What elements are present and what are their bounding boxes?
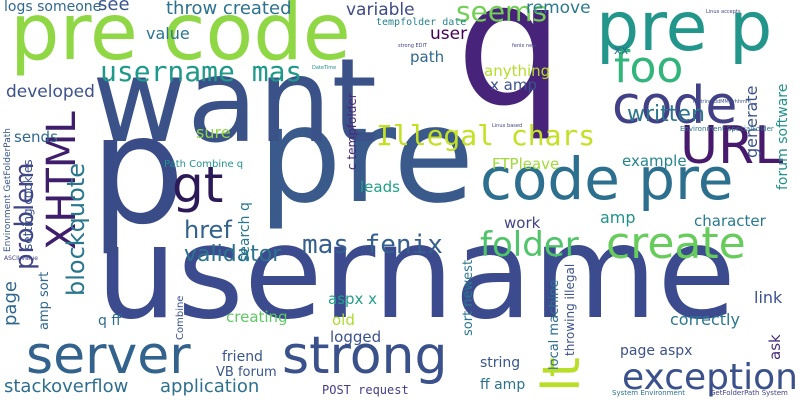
word-folder: folder <box>480 225 579 265</box>
word-user: user <box>430 24 468 44</box>
word-strong-edit: strong EDIT <box>398 43 428 49</box>
word-getfolderpath-system: GetFolderPath System <box>710 389 788 397</box>
word-sends: sends <box>14 128 58 146</box>
word-anything: anything <box>484 62 551 80</box>
word-gt: gt <box>172 156 224 214</box>
word-remove: remove <box>526 0 591 18</box>
word-ascii-value: ASCII value <box>4 255 38 262</box>
word-q-ff: q ff <box>98 313 121 329</box>
word-developed: developed <box>6 82 95 102</box>
word-ask: ask <box>766 334 784 360</box>
word-old: old <box>332 311 355 329</box>
word-path: path <box>410 48 445 66</box>
word-exception: exception <box>622 357 798 398</box>
word-path-combine-q: Path Combine q <box>164 159 244 170</box>
word-env-getfolderpath: Environment GetFolderPath <box>3 128 13 252</box>
word-pre-code: pre code <box>10 0 351 78</box>
word-work: work <box>504 214 541 232</box>
word-forum-software: forum software <box>775 83 791 190</box>
word-sort-newest: sort newest <box>461 259 476 336</box>
word-blockquote: blockquote <box>62 163 90 296</box>
word-q-big: q <box>456 0 564 144</box>
word-pre-big: pre <box>258 79 475 233</box>
word-linux-based: Linux based <box>492 123 523 129</box>
word-written: written <box>627 102 705 127</box>
word-xx: xx <box>614 43 629 57</box>
word-leads: leads <box>360 178 400 196</box>
word-amp-sort: amp sort <box>37 271 52 330</box>
word-username: username <box>96 199 736 348</box>
word-variable: variable <box>346 0 415 20</box>
word-throw-created: throw created <box>166 0 292 19</box>
word-url: URL <box>680 116 784 176</box>
word-href: href <box>184 216 232 244</box>
word-vb-forum: VB forum <box>216 365 277 380</box>
word-combine: Combine <box>175 295 186 340</box>
word-linux-accepts: Linux accepts <box>706 9 741 15</box>
word-system-environment: System Environment <box>612 389 686 397</box>
word-code-pre: code pre <box>480 145 734 213</box>
word-tostring-ddmmyyhhmm: ToString ddMMyyhhmm <box>692 99 751 105</box>
word-post-request: POST request <box>322 383 409 397</box>
word-env-specialfolder: Environment SpecialFolder <box>680 125 774 133</box>
word-search-q: search q <box>237 202 253 262</box>
word-application: application <box>160 376 260 397</box>
word-link: link <box>754 288 783 307</box>
word-stackoverflow: stackoverflow <box>4 376 129 397</box>
word-see: see <box>98 0 130 15</box>
word-logs-someone: logs someone <box>4 0 102 15</box>
word-illegal-chars: Illegal chars <box>376 119 596 152</box>
word-character: character <box>694 212 766 230</box>
word-seems: seems <box>456 0 547 28</box>
word-example: example <box>622 152 687 170</box>
word-value: value <box>146 24 190 43</box>
word-foo: foo <box>614 42 684 93</box>
word-want: want <box>92 34 377 169</box>
word-datetime: DateTime <box>312 65 337 71</box>
word-correctly: correctly <box>670 310 740 329</box>
word-page-aspx: page aspx <box>620 343 693 359</box>
word-aspx-x: aspx x <box>328 290 378 308</box>
word-lt: lt <box>532 357 592 392</box>
word-fenix-new: fenix new <box>512 43 537 49</box>
word-string: string <box>480 355 521 371</box>
word-setting-cookies: setting cookies <box>21 159 35 250</box>
word-local-machine: local machine <box>547 279 562 370</box>
word-throwing-illegal: throwing illegal <box>563 263 577 356</box>
word-p-big: p <box>90 84 186 258</box>
word-strong: strong <box>282 326 448 386</box>
word-creating: creating <box>226 308 288 326</box>
word-sure: sure <box>196 123 231 142</box>
word-generate: generate <box>742 85 761 158</box>
word-create: create <box>606 218 746 269</box>
word-x-amp: x amp <box>490 76 537 94</box>
word-ff-amp: ff amp <box>480 377 526 393</box>
word-mas-fenix: mas fenix <box>302 230 443 260</box>
word-code: code <box>612 76 738 136</box>
word-pre-p: pre p <box>596 0 773 67</box>
word-server: server <box>26 326 191 386</box>
word-tempfolder-date: tempfolder date <box>376 17 467 28</box>
word-ftpleave: FTPleave <box>492 155 560 173</box>
word-username-mas: username mas <box>100 55 303 88</box>
word-validator: validator <box>184 242 282 267</box>
word-c-tempfolder: c tempfolder <box>345 93 359 170</box>
word-friend: friend <box>222 349 263 365</box>
word-page: page <box>0 281 21 326</box>
word-amp: amp <box>600 208 636 227</box>
word-logged: logged <box>330 328 382 346</box>
